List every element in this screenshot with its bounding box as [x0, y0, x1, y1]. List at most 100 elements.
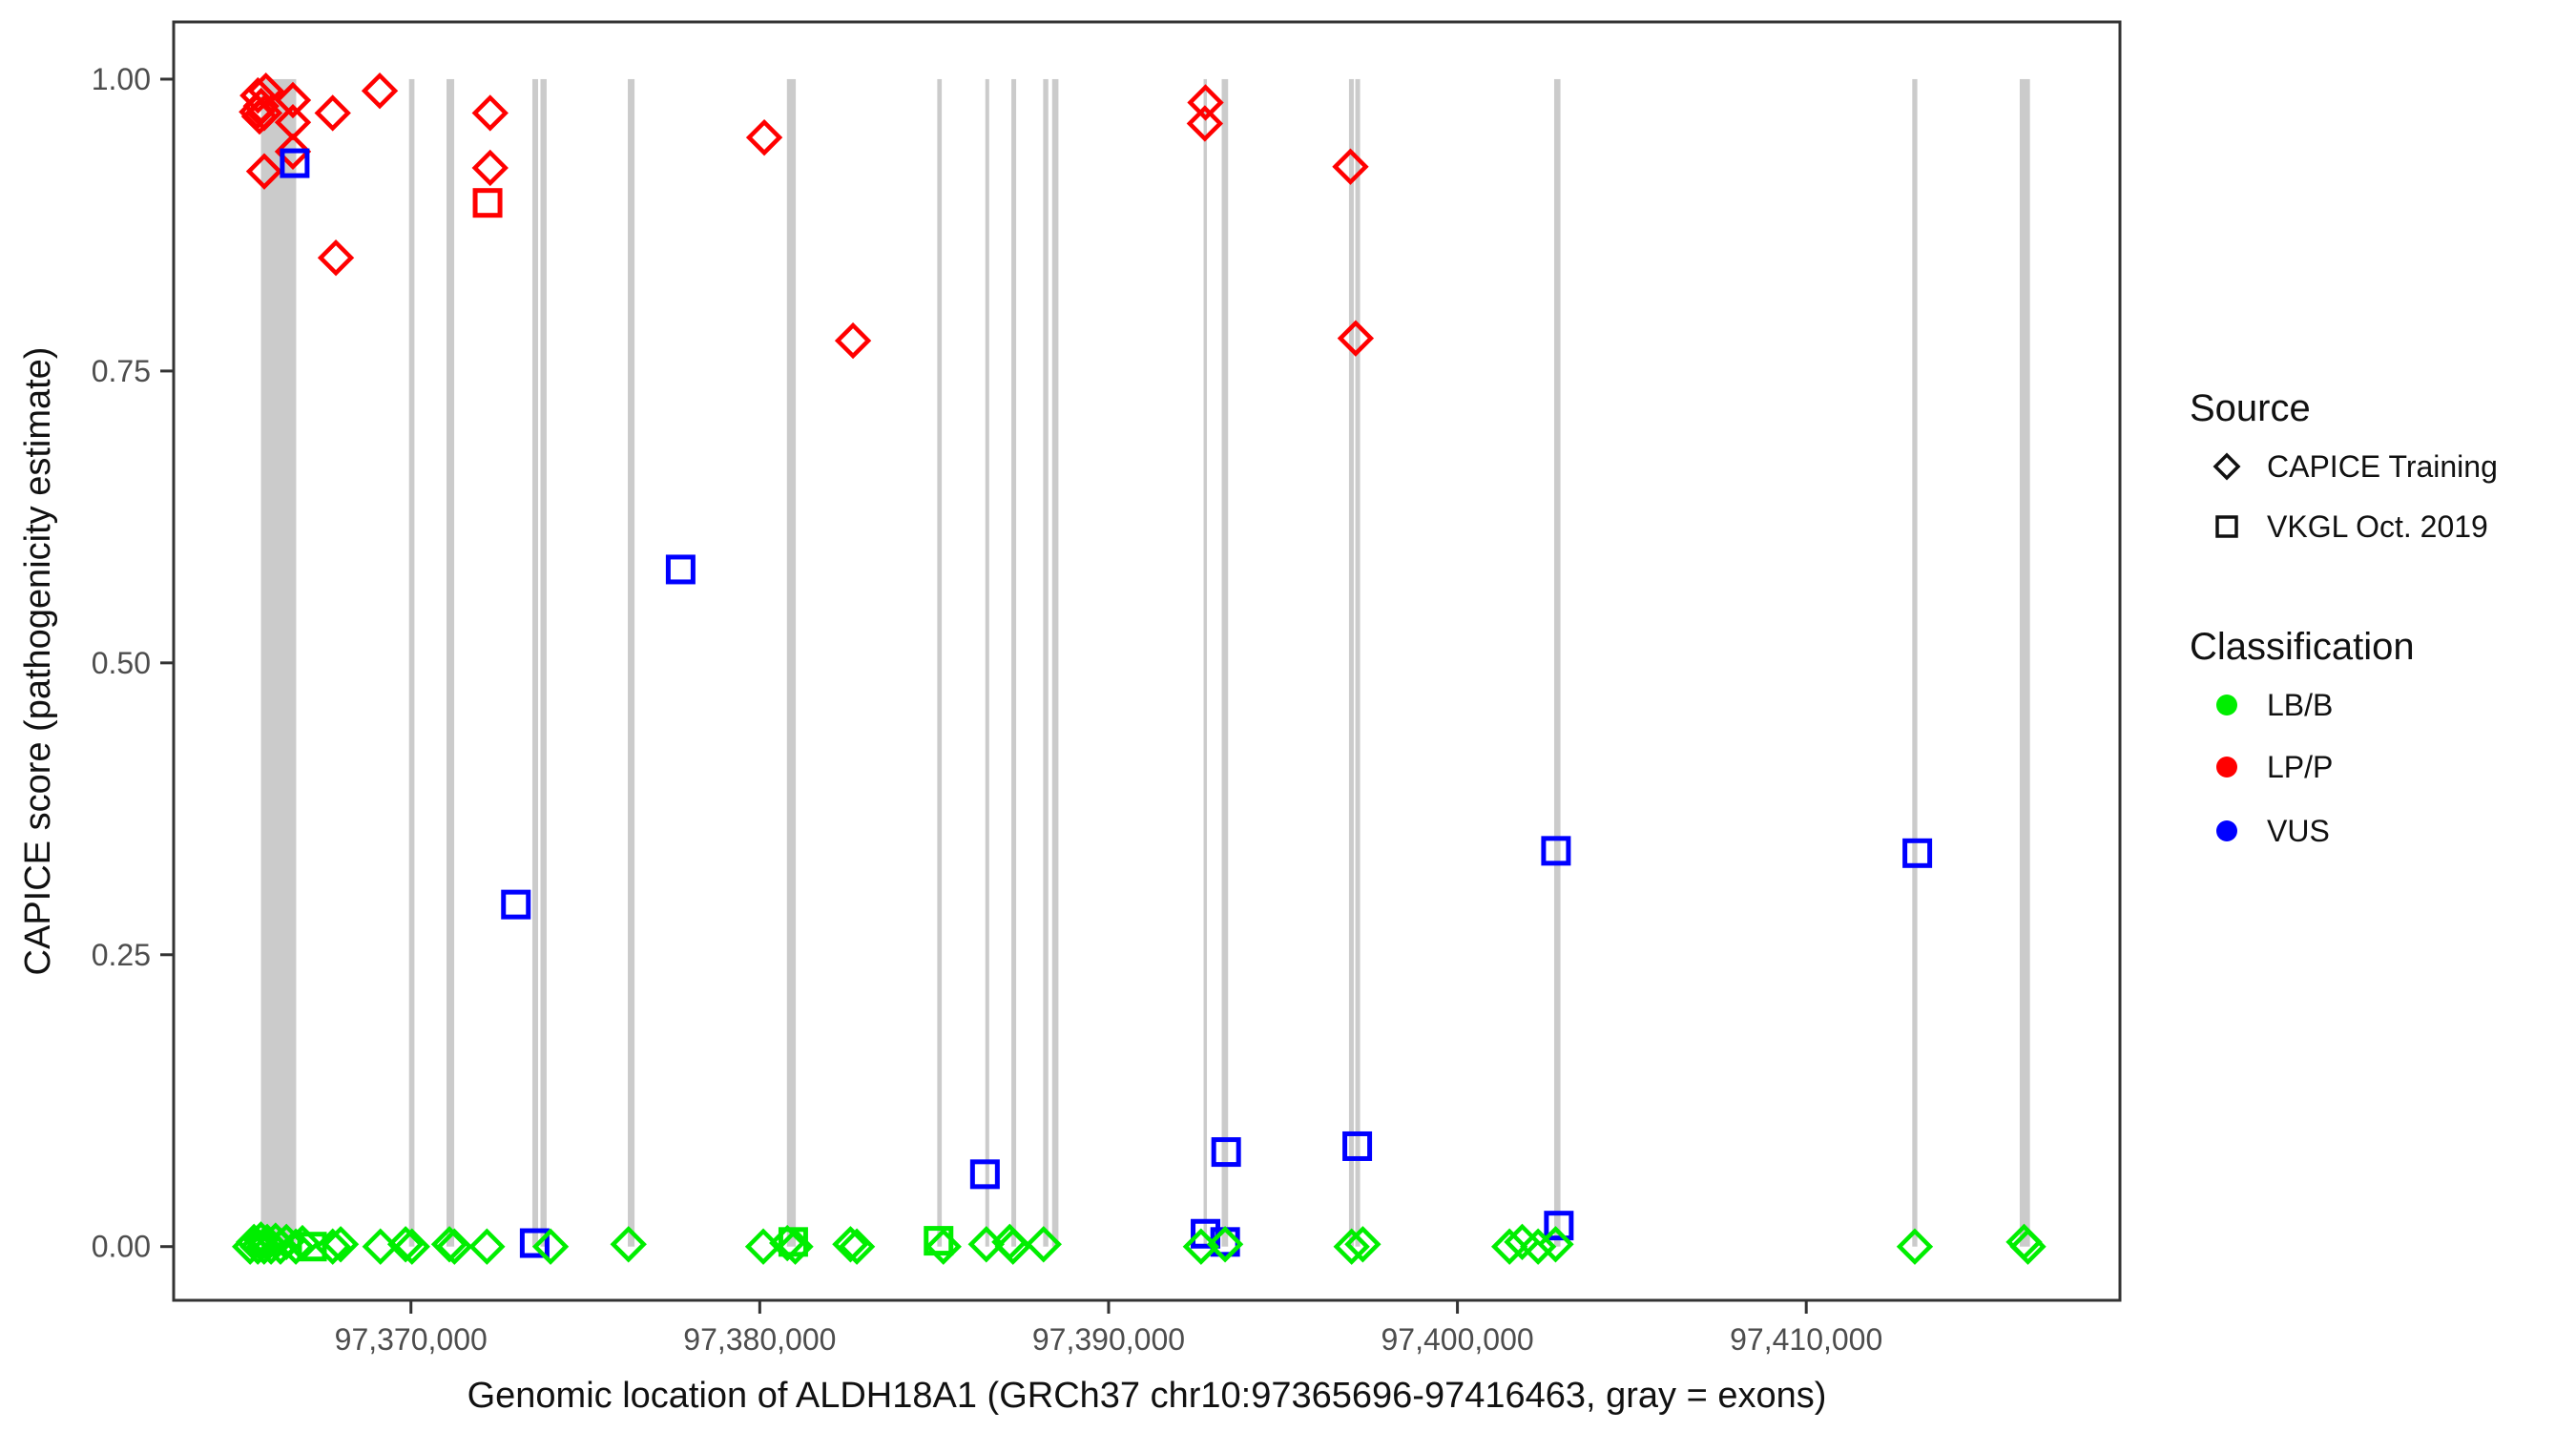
data-point-diamond [247, 73, 284, 110]
data-point-diamond [239, 76, 277, 114]
data-point-diamond [314, 94, 351, 132]
data-point-square [501, 889, 531, 920]
y-axis: 0.00 0.25 0.50 0.75 1.00 [92, 62, 174, 1264]
data-point-diamond [468, 1228, 506, 1265]
square-key-icon [2215, 515, 2238, 538]
exon-band [1011, 78, 1017, 1247]
x-tick-label: 97,410,000 [1730, 1322, 1882, 1357]
vus-color-dot-icon [2216, 820, 2237, 841]
exon-band [447, 78, 455, 1247]
data-point-square [665, 554, 696, 585]
data-point-square [1211, 1137, 1241, 1168]
y-tick-label: 0.50 [92, 646, 151, 680]
data-point-diamond [1186, 105, 1224, 142]
data-point-diamond [242, 1221, 280, 1258]
data-point-diamond [317, 239, 355, 277]
data-point-diamond [274, 133, 312, 171]
data-point-diamond [393, 1228, 430, 1265]
exon-band [1912, 78, 1918, 1247]
data-point-diamond [531, 1228, 570, 1265]
data-point-diamond [245, 94, 283, 132]
lpp-color-dot-icon [2216, 757, 2237, 778]
data-point-diamond [386, 1226, 425, 1263]
data-point-diamond [924, 1228, 962, 1265]
data-point-square [280, 148, 310, 178]
data-point-diamond [1206, 1226, 1244, 1263]
exon-band [1348, 78, 1354, 1247]
legend-item-label: LP/P [2267, 750, 2333, 784]
data-point-diamond [268, 1223, 305, 1260]
exon-bands-layer [260, 78, 2030, 1247]
legend-item-vus: VUS [2216, 814, 2330, 848]
exon-band [1203, 78, 1208, 1247]
data-point-diamond [245, 153, 283, 190]
exon-band [1355, 78, 1361, 1247]
legend-classification-title: Classification [2190, 626, 2415, 668]
y-tick-label: 1.00 [92, 62, 151, 96]
exon-band [937, 78, 943, 1247]
data-point-diamond [1332, 148, 1369, 185]
legend-item-lpp: LP/P [2216, 750, 2333, 784]
legend-item-label: VKGL Oct. 2019 [2267, 509, 2488, 544]
y-tick-label: 0.25 [92, 938, 151, 972]
legend-item-vkgl: VKGL Oct. 2019 [2215, 509, 2488, 544]
exon-band [786, 78, 797, 1247]
x-tick-label: 97,390,000 [1032, 1322, 1185, 1357]
data-point-square [1544, 1211, 1574, 1241]
data-point-diamond [1490, 1228, 1528, 1265]
legend-item-lbb: LB/B [2216, 688, 2333, 722]
legend-item-capice-training: CAPICE Training [2212, 449, 2498, 484]
data-point-diamond [2009, 1228, 2046, 1265]
x-tick-label: 97,380,000 [683, 1322, 836, 1357]
data-point-diamond [745, 118, 783, 156]
x-tick-label: 97,400,000 [1381, 1322, 1534, 1357]
exon-band [408, 78, 415, 1247]
data-point-diamond [277, 1228, 315, 1265]
legend: Source CAPICE Training VKGL Oct. 2019 Cl… [2190, 387, 2498, 848]
series-lb-b-capice-training [231, 1221, 2046, 1265]
data-point-square [1541, 836, 1571, 866]
data-point-diamond [1537, 1226, 1574, 1263]
y-tick-label: 0.00 [92, 1230, 151, 1264]
exon-band [985, 78, 989, 1247]
data-point-diamond [1187, 84, 1224, 121]
exon-band [1221, 78, 1229, 1247]
data-point-diamond [834, 321, 872, 360]
data-point-diamond [838, 1228, 876, 1265]
data-point-square [1342, 1130, 1373, 1161]
data-point-diamond [832, 1226, 869, 1263]
exon-band [2019, 78, 2030, 1247]
series-lp-p-capice-training [239, 73, 1375, 360]
data-point-square [519, 1228, 550, 1258]
series-vus-vkgl-oct-2019 [280, 148, 1933, 1258]
diamond-key-icon [2212, 452, 2241, 481]
data-point-diamond [1025, 1226, 1062, 1263]
data-point-square [969, 1159, 1000, 1190]
data-point-diamond [471, 149, 509, 187]
exon-band [1553, 78, 1561, 1247]
x-tick-label: 97,370,000 [335, 1322, 488, 1357]
legend-source-title: Source [2190, 387, 2311, 429]
data-point-diamond [1333, 1228, 1370, 1265]
data-point-diamond [610, 1226, 647, 1263]
exon-band [540, 78, 547, 1247]
data-point-diamond [1337, 320, 1375, 357]
exon-band [628, 78, 635, 1247]
x-axis-title: Genomic location of ALDH18A1 (GRCh37 chr… [467, 1376, 1827, 1416]
data-point-diamond [322, 1226, 360, 1263]
exon-band [1043, 78, 1049, 1247]
legend-item-label: CAPICE Training [2267, 449, 2498, 484]
data-point-diamond [1344, 1226, 1381, 1263]
x-axis: 97,370,000 97,380,000 97,390,000 97,400,000… [335, 1300, 1882, 1357]
exon-band [531, 78, 538, 1247]
data-point-diamond [994, 1228, 1031, 1265]
data-point-diamond [471, 94, 509, 132]
legend-item-label: LB/B [2267, 688, 2333, 722]
data-point-square [1902, 838, 1933, 868]
exon-band [260, 78, 297, 1247]
data-point-diamond [769, 1224, 806, 1262]
y-axis-title: CAPICE score (pathogenicity estimate) [18, 347, 58, 976]
